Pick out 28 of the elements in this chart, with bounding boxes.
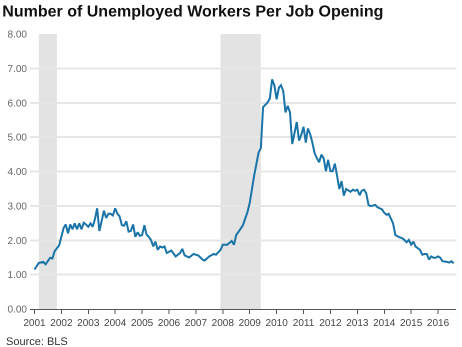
y-tick-label: 6.00 bbox=[8, 98, 28, 110]
x-tick-label: 2012 bbox=[319, 318, 342, 329]
x-tick-label: 2010 bbox=[266, 318, 288, 329]
chart-title: Number of Unemployed Workers Per Job Opening bbox=[2, 3, 384, 20]
x-tick-label: 2014 bbox=[373, 318, 396, 329]
x-tick-label: 2016 bbox=[426, 318, 450, 329]
y-tick-label: 0.00 bbox=[8, 304, 28, 316]
line-series bbox=[33, 78, 455, 270]
y-tick-label: 8.00 bbox=[8, 30, 28, 40]
y-tick-label: 5.00 bbox=[8, 132, 28, 144]
x-tick-label: 2003 bbox=[77, 318, 100, 329]
x-tick-label: 2002 bbox=[50, 318, 73, 329]
x-tick-label: 2001 bbox=[23, 318, 46, 329]
x-tick-label: 2011 bbox=[292, 318, 315, 329]
x-tick-label: 2009 bbox=[238, 318, 262, 329]
x-tick-label: 2005 bbox=[130, 318, 154, 329]
y-tick-label: 4.00 bbox=[8, 167, 28, 178]
source-note: Source: BLS bbox=[6, 336, 68, 347]
y-tick-label: 1.00 bbox=[8, 270, 28, 282]
x-tick-label: 2015 bbox=[400, 318, 423, 329]
x-tick-label: 2013 bbox=[346, 318, 369, 329]
x-tick-label: 2008 bbox=[212, 318, 234, 329]
y-tick-label: 2.00 bbox=[8, 236, 28, 247]
x-tick-label: 2007 bbox=[184, 318, 208, 329]
y-tick-label: 3.00 bbox=[8, 201, 28, 212]
y-tick-label: 7.00 bbox=[8, 64, 28, 75]
x-tick-label: 2004 bbox=[104, 318, 127, 329]
x-tick-label: 2006 bbox=[158, 318, 181, 329]
